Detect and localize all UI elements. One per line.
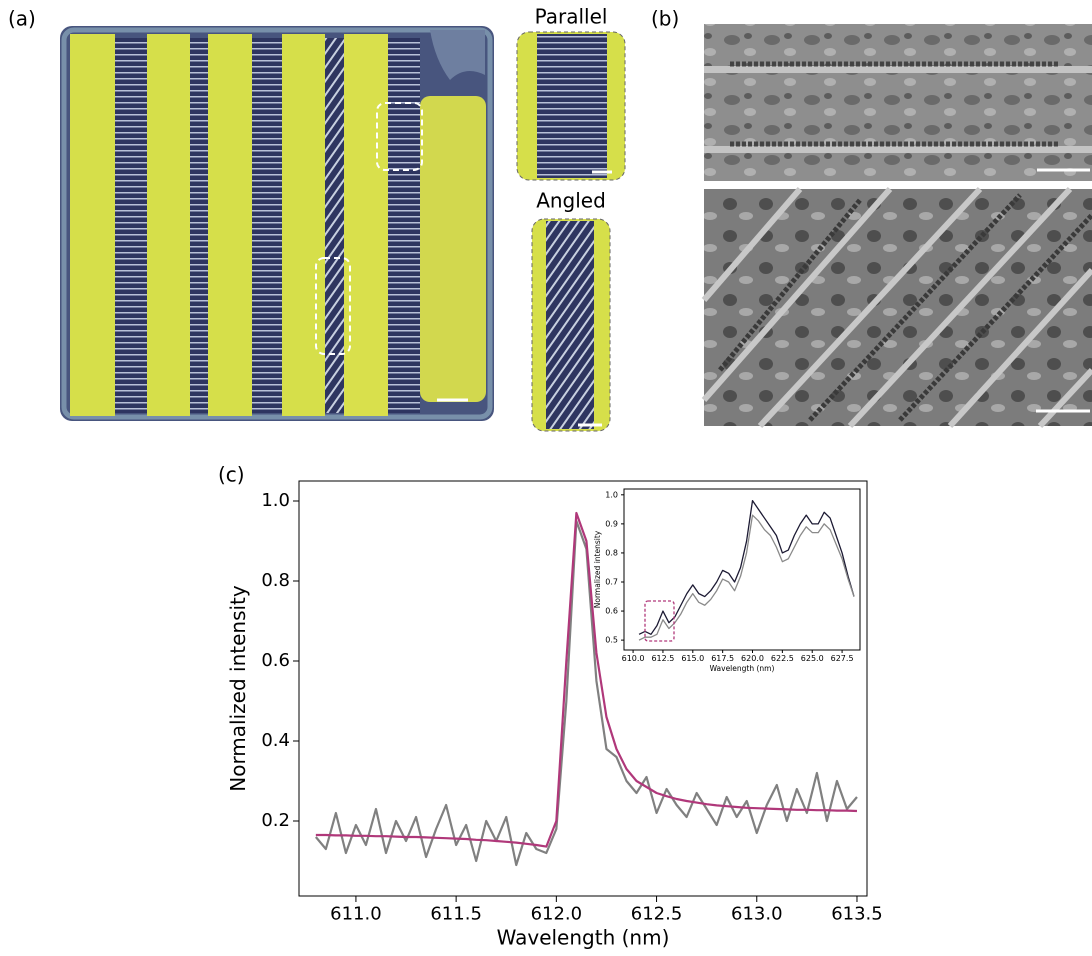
x-tick-label: 612.0 [531,904,583,925]
y-tick-label: 1.0 [605,490,618,499]
x-tick-label: 625.0 [801,654,824,663]
panel-label: (a) [8,7,36,31]
y-tick-label: 0.2 [261,810,290,831]
x-tick-label: 612.5 [631,904,683,925]
panel-label: (b) [651,7,679,31]
panel-label: (c) [218,463,245,487]
data-line [638,514,855,641]
inset-chart: 610.0 612.5 615.0 617.5 620.0 622.5 625.0 627.5… [593,488,861,673]
data-line [315,511,858,848]
x-tick-label: 613.5 [831,904,883,925]
angled-inset [531,218,611,432]
y-tick-label: 0.6 [605,607,618,616]
x-tick-label: 611.5 [430,904,482,925]
x-axis-label: Wavelength (nm) [710,664,775,673]
x-tick-label: 613.0 [731,904,783,925]
y-tick-label: 0.9 [605,519,618,528]
x-tick-label: 627.5 [831,654,854,663]
y-axis-label: Normalized intensity [593,530,602,608]
x-tick-label: 622.5 [771,654,794,663]
data-line [638,499,855,635]
y-tick-label: 0.4 [261,730,290,751]
highlight-box [644,600,675,642]
inset-caption: Angled [536,189,606,213]
parallel-inset [516,31,626,181]
y-axis-label: Normalized intensity [226,585,250,792]
y-tick-label: 0.8 [605,548,618,557]
y-tick-label: 1.0 [261,490,290,511]
x-tick-label: 610.0 [622,654,645,663]
y-tick-label: 0.5 [605,636,618,645]
x-tick-label: 617.5 [711,654,734,663]
sem-image [701,24,1092,429]
x-tick-label: 615.0 [681,654,704,663]
y-tick-label: 0.6 [261,650,290,671]
y-tick-label: 0.7 [605,577,618,586]
optical-image [60,26,494,421]
x-axis-label: Wavelength (nm) [497,926,670,950]
x-tick-label: 611.0 [330,904,382,925]
inset-caption: Parallel [535,5,608,29]
y-tick-label: 0.8 [261,570,290,591]
x-tick-label: 620.0 [741,654,764,663]
x-tick-label: 612.5 [651,654,674,663]
